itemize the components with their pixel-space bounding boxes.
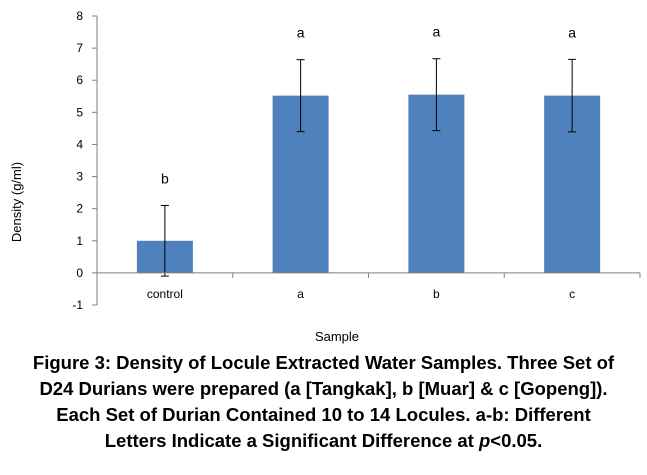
y-tick-label: 6 [76,73,83,87]
significance-labels: b a a a [161,24,576,187]
x-axis-tick-labels: control a b c [96,272,641,301]
figure-caption: Figure 3: Density of Locule Extracted Wa… [0,350,647,454]
caption-line-4-suffix: <0.05. [490,430,543,451]
y-tick-label: 1 [76,234,83,248]
caption-line-4-prefix: Letters Indicate a Significant Differenc… [104,430,479,451]
significance-label-c: a [568,24,576,40]
y-axis-ticks: -1 0 1 2 3 4 5 6 7 8 [72,9,97,312]
x-tick-label-b: b [433,287,440,301]
caption-p-symbol: p [478,430,491,451]
y-tick-label: 8 [76,9,83,23]
bars [136,94,601,273]
y-tick-label: 3 [76,170,83,184]
x-tick-label-control: control [147,287,183,301]
caption-line-3: Each Set of Durian Contained 10 to 14 Lo… [56,404,591,425]
y-tick-label: 5 [76,105,83,119]
y-tick-label: 2 [76,202,83,216]
bar-chart: -1 0 1 2 3 4 5 6 7 8 control a b c b a a a Sample Densi… [9,9,641,344]
y-tick-label: -1 [72,298,83,312]
caption-line-1: Figure 3: Density of Locule Extracted Wa… [32,352,615,373]
significance-label-a: a [297,25,305,41]
x-tick-label-a: a [297,287,304,301]
significance-label-control: b [161,170,169,186]
x-axis-title: Sample [315,329,359,344]
y-tick-label: 4 [76,137,83,151]
caption-line-4: Letters Indicate a Significant Differenc… [0,428,647,454]
error-bar-c [568,58,577,133]
significance-label-b: a [432,24,440,40]
caption-line-2: D24 Durians were prepared (a [Tangkak], … [39,378,608,399]
error-bar-control [160,204,169,277]
y-axis-title: Density (g/ml) [9,162,24,242]
x-tick-label-c: c [569,287,575,301]
error-bar-a [296,59,305,133]
error-bar-b [432,58,441,132]
error-bars [160,58,577,277]
y-tick-label: 0 [76,266,83,280]
y-tick-label: 7 [76,41,83,55]
